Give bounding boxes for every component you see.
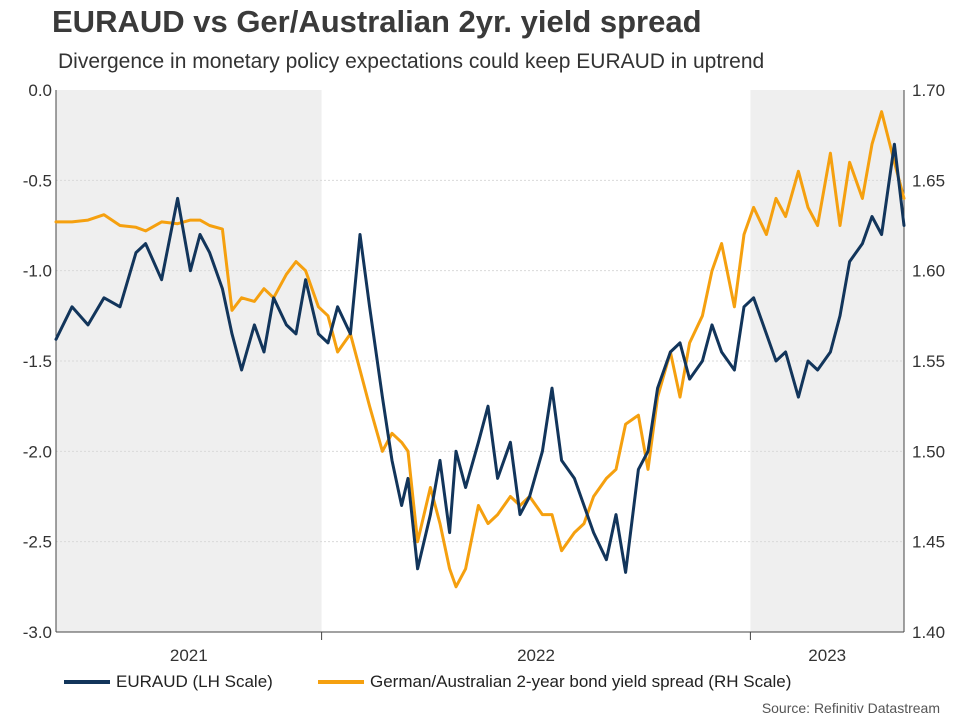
y-left-tick-label: -2.5 [23, 533, 52, 552]
legend-label-spread: German/Australian 2-year bond yield spre… [370, 672, 792, 691]
y-left-tick-label: -2.0 [23, 442, 52, 461]
legend-item-spread: German/Australian 2-year bond yield spre… [318, 672, 791, 692]
legend-item-euraud: EURAUD (LH Scale) [64, 672, 273, 692]
source-note: Source: Refinitiv Datastream [761, 700, 940, 716]
y-right-tick-label: 1.65 [912, 171, 945, 190]
x-tick-label: 2023 [808, 646, 846, 665]
y-right-tick-label: 1.55 [912, 352, 945, 371]
legend-label-euraud: EURAUD (LH Scale) [116, 672, 273, 691]
y-right-tick-label: 1.45 [912, 533, 945, 552]
y-right-tick-label: 1.60 [912, 262, 945, 281]
chart-title: EURAUD vs Ger/Australian 2yr. yield spre… [52, 4, 702, 39]
y-left-tick-label: -1.0 [23, 262, 52, 281]
legend-swatch-spread [318, 680, 364, 684]
y-left-tick-label: 0.0 [28, 81, 52, 100]
y-left-tick-label: -0.5 [23, 171, 52, 190]
chart-subtitle: Divergence in monetary policy expectatio… [58, 50, 765, 73]
y-right-tick-label: 1.70 [912, 81, 945, 100]
y-left-tick-label: -3.0 [23, 623, 52, 642]
x-tick-label: 2021 [170, 646, 208, 665]
y-right-tick-label: 1.40 [912, 623, 945, 642]
x-tick-label: 2022 [517, 646, 555, 665]
y-left-tick-label: -1.5 [23, 352, 52, 371]
y-right-tick-label: 1.50 [912, 442, 945, 461]
series-line-spread [54, 110, 906, 589]
series-line-euraud [54, 142, 906, 574]
legend-swatch-euraud [64, 680, 110, 684]
